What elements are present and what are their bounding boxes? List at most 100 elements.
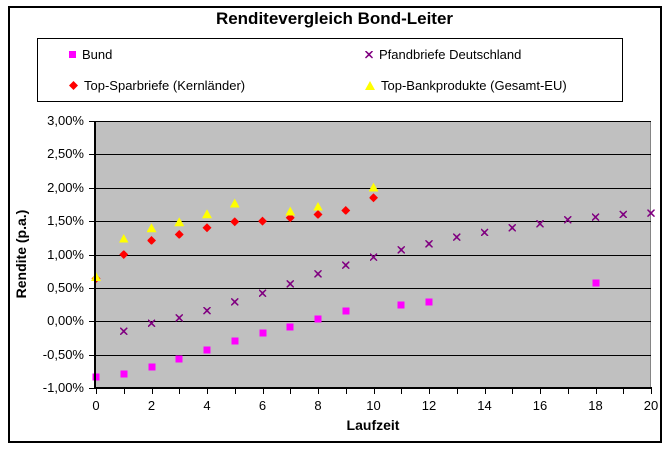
triangle-marker-icon (202, 209, 212, 219)
chart-title: Renditevergleich Bond-Leiter (215, 9, 454, 28)
y-tick-mark (89, 121, 94, 122)
data-point (91, 272, 101, 282)
y-tick-label: 1,00% (47, 246, 84, 262)
data-point (591, 213, 600, 222)
data-point (285, 213, 295, 223)
data-point (92, 373, 100, 381)
square-marker-icon (203, 346, 211, 354)
data-point (619, 210, 628, 219)
diamond-marker-icon (119, 250, 129, 259)
triangle-marker-icon (91, 272, 101, 282)
x-marker-icon (508, 223, 517, 232)
data-point (119, 250, 129, 259)
x-marker-icon (480, 228, 489, 237)
y-tick-mark (89, 221, 94, 223)
data-point (368, 182, 379, 192)
data-point (341, 261, 350, 270)
y-axis-title: Rendite (p.a.) (13, 209, 29, 299)
y-tick-mark (89, 354, 94, 356)
x-marker-icon (452, 233, 461, 242)
x-marker-icon (119, 327, 128, 336)
data-point (536, 219, 544, 228)
x-axis-line (94, 387, 652, 389)
x-tick-mark (318, 389, 319, 394)
legend-label: Top-Sparbriefe (Kernländer) (84, 78, 246, 93)
x-marker-icon (230, 297, 239, 306)
x-tick-mark (651, 389, 652, 394)
x-tick-mark (540, 389, 541, 394)
data-point (231, 337, 239, 345)
x-tick-mark (484, 389, 486, 394)
square-marker-icon (231, 337, 239, 345)
x-tick-label: 14 (477, 398, 492, 413)
y-tick-label: -1,00% (42, 380, 84, 395)
data-point (286, 323, 294, 331)
diamond-marker-icon (258, 216, 267, 226)
square-marker-icon (120, 370, 128, 378)
data-point (202, 209, 212, 219)
x-tick-mark (429, 389, 430, 394)
y-tick-mark (89, 187, 94, 189)
gridline (95, 221, 651, 223)
data-point (286, 279, 295, 288)
gridline (95, 121, 651, 122)
triangle-marker-icon (368, 182, 379, 192)
diamond-marker-icon (369, 193, 378, 203)
data-point (175, 313, 184, 322)
x-marker-icon (258, 289, 267, 298)
y-tick-label: -0,50% (42, 346, 84, 362)
x-tick-mark (567, 389, 569, 394)
data-point (229, 198, 240, 208)
square-marker-icon (342, 307, 350, 315)
data-point (259, 329, 266, 337)
x-tick-mark (345, 389, 347, 394)
data-point (425, 239, 433, 248)
x-tick-label: 2 (147, 398, 156, 413)
x-tick-mark (96, 389, 97, 394)
x-marker-icon (647, 209, 655, 218)
data-point (592, 279, 599, 287)
legend-item: Top-Sparbriefe (Kernländer) (69, 78, 365, 93)
x-tick-label: 16 (532, 398, 548, 413)
x-marker-icon (591, 213, 600, 222)
data-point (202, 223, 212, 233)
data-point (118, 233, 129, 243)
x-tick-label: 12 (421, 398, 437, 413)
x-tick-mark (123, 389, 125, 394)
data-point (314, 269, 322, 278)
y-tick-label: 3,00% (47, 113, 84, 128)
data-point (313, 201, 323, 211)
square-marker-icon (69, 51, 76, 58)
legend-label: Bund (82, 47, 113, 62)
data-point (342, 307, 350, 315)
x-tick-mark (151, 389, 153, 394)
data-point (175, 355, 183, 363)
x-marker-icon (563, 215, 572, 224)
x-tick-mark (207, 389, 208, 394)
square-marker-icon (286, 323, 294, 331)
legend-item: Bund (69, 47, 365, 62)
diamond-marker-icon (313, 209, 323, 219)
data-point (174, 217, 185, 227)
x-tick-label: 4 (203, 398, 211, 413)
x-tick-mark (373, 389, 375, 394)
x-tick-mark (595, 389, 597, 394)
gridline (95, 154, 651, 156)
square-marker-icon (148, 363, 155, 371)
diamond-marker-icon (341, 205, 351, 215)
data-point (258, 216, 267, 226)
square-marker-icon (592, 279, 599, 287)
data-point (647, 209, 655, 218)
y-tick-label: 0,00% (47, 313, 84, 329)
data-point (341, 205, 351, 215)
x-tick-mark (179, 389, 181, 394)
y-tick-label: 2,00% (47, 179, 84, 195)
y-tick-mark (89, 254, 94, 256)
y-tick-label: 1,50% (47, 213, 84, 229)
data-point (203, 346, 211, 354)
square-marker-icon (397, 301, 405, 309)
legend: Bund Pfandbriefe Deutschland Top-Sparbrief… (37, 38, 623, 102)
data-point (480, 228, 489, 237)
square-marker-icon (425, 298, 433, 306)
